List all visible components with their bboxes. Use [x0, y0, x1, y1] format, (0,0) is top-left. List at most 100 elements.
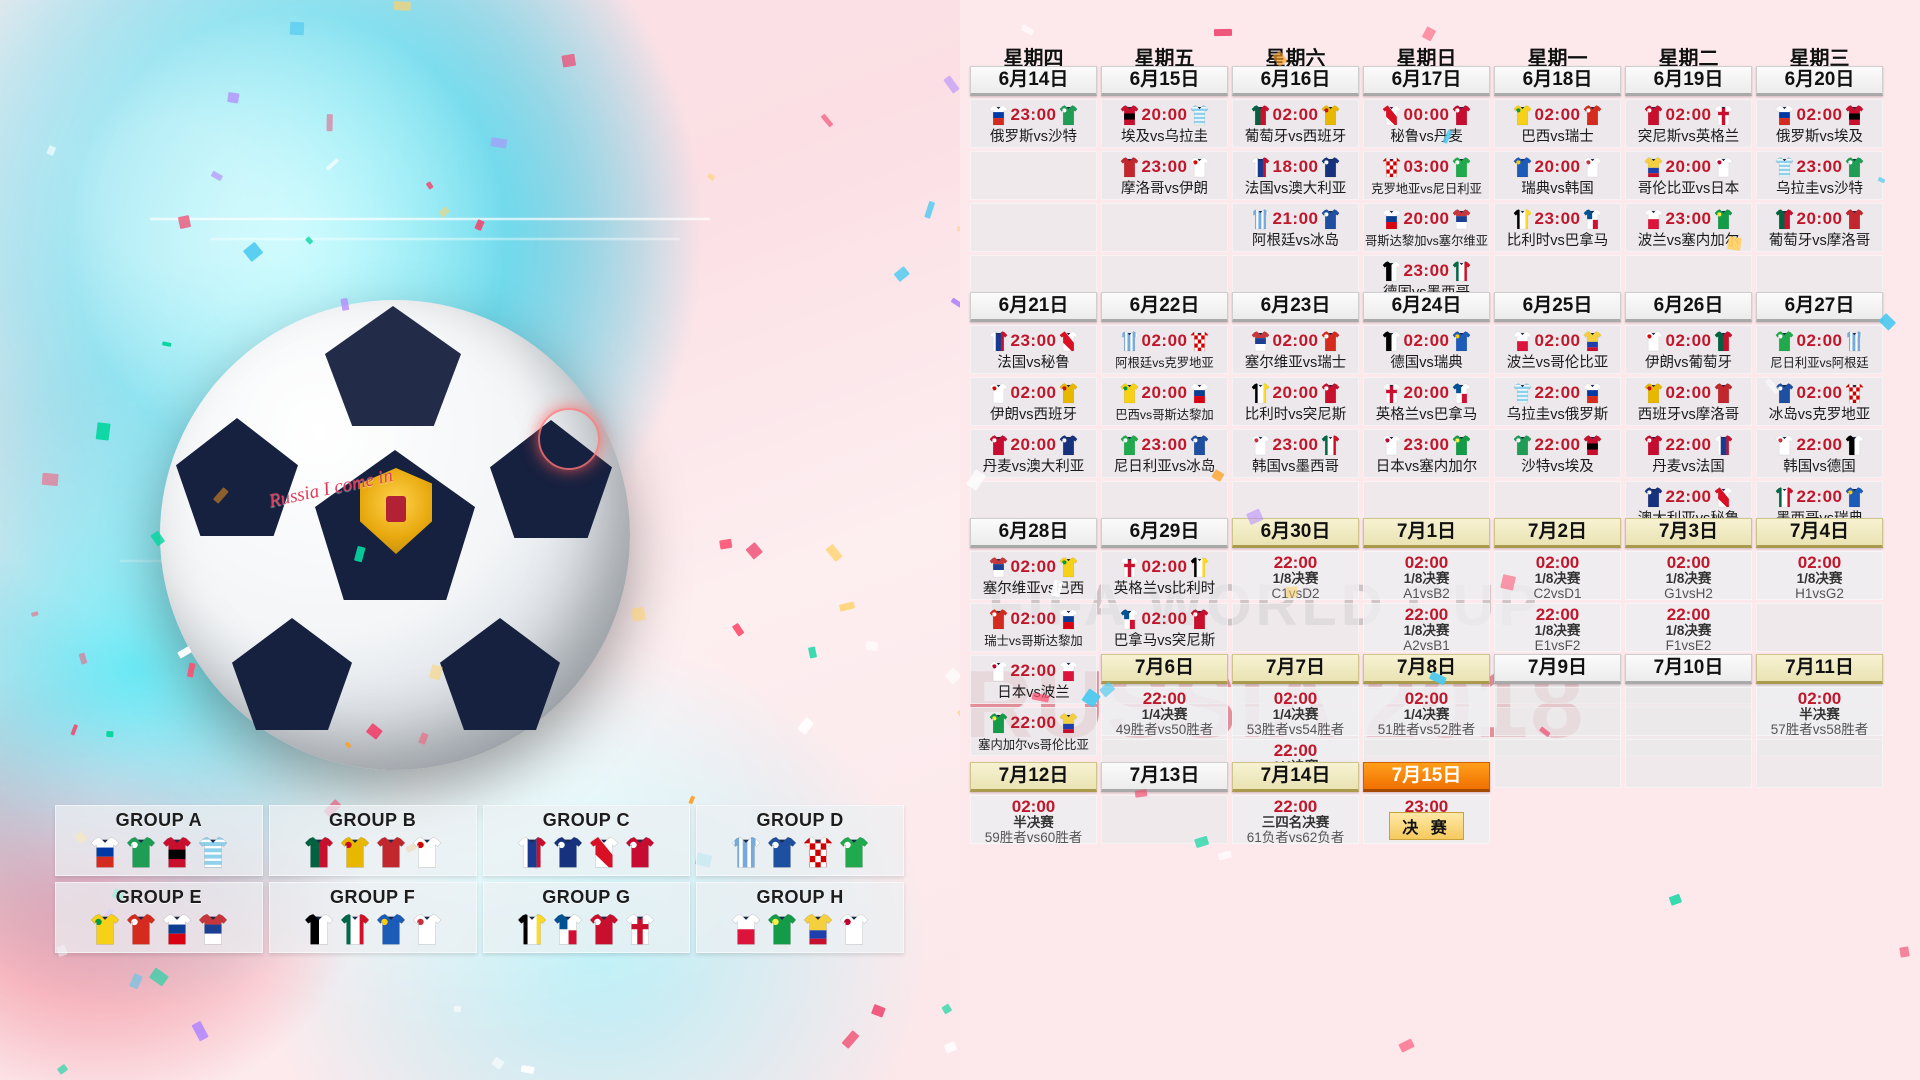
match-cell[interactable]: 22:00 沙特vs埃及: [1494, 429, 1621, 478]
date-tab[interactable]: 6月21日: [970, 292, 1097, 322]
match-cell[interactable]: 20:00 巴西vs哥斯达黎加: [1101, 377, 1228, 426]
match-cell[interactable]: 18:00 法国vs澳大利亚: [1232, 151, 1359, 200]
date-tab[interactable]: 7月3日: [1625, 518, 1752, 548]
match-cell[interactable]: 02:00 瑞士vs哥斯达黎加: [970, 603, 1097, 652]
knockout-match-cell[interactable]: 22:00 1/4决赛 49胜者vs50胜者: [1101, 687, 1228, 736]
date-tab[interactable]: 6月26日: [1625, 292, 1752, 322]
date-tab[interactable]: 7月12日: [970, 762, 1097, 792]
match-cell[interactable]: 23:00 俄罗斯vs沙特: [970, 99, 1097, 148]
match-cell[interactable]: 02:00 巴拿马vs突尼斯: [1101, 603, 1228, 652]
knockout-match-cell[interactable]: 22:00 1/8决赛 E1vsF2: [1494, 603, 1621, 652]
date-tab[interactable]: 6月28日: [970, 518, 1097, 548]
away-team-jersey-icon: [1845, 486, 1865, 508]
final-match-cell[interactable]: 23:00 决 赛: [1363, 795, 1490, 844]
knockout-match-cell[interactable]: 22:00 三四名决赛 61负者vs62负者: [1232, 795, 1359, 844]
match-cell[interactable]: 22:00 塞内加尔vs哥伦比亚: [970, 707, 1097, 756]
match-cell[interactable]: 23:00 比利时vs巴拿马: [1494, 203, 1621, 252]
date-tab[interactable]: 7月7日: [1232, 654, 1359, 684]
date-tab[interactable]: 6月24日: [1363, 292, 1490, 322]
knockout-match-cell[interactable]: 02:00 1/8决赛 G1vsH2: [1625, 551, 1752, 600]
date-tab[interactable]: 7月8日: [1363, 654, 1490, 684]
date-tab[interactable]: 7月2日: [1494, 518, 1621, 548]
match-cell[interactable]: 23:00 乌拉圭vs沙特: [1756, 151, 1883, 200]
group-box[interactable]: GROUP G: [482, 882, 691, 953]
match-cell[interactable]: 23:00 波兰vs塞内加尔: [1625, 203, 1752, 252]
match-cell[interactable]: 02:00 巴西vs瑞士: [1494, 99, 1621, 148]
match-header: 00:00: [1364, 100, 1489, 128]
match-cell[interactable]: 00:00 秘鲁vs丹麦: [1363, 99, 1490, 148]
match-cell[interactable]: 02:00 伊朗vs葡萄牙: [1625, 325, 1752, 374]
match-cell[interactable]: 02:00 德国vs瑞典: [1363, 325, 1490, 374]
date-tab[interactable]: 6月18日: [1494, 66, 1621, 96]
match-cell[interactable]: 20:00 哥斯达黎加vs塞尔维亚: [1363, 203, 1490, 252]
match-cell[interactable]: 23:00 韩国vs墨西哥: [1232, 429, 1359, 478]
group-box[interactable]: GROUP D: [696, 805, 904, 876]
match-cell[interactable]: 02:00 塞尔维亚vs瑞士: [1232, 325, 1359, 374]
match-cell[interactable]: 23:00 日本vs塞内加尔: [1363, 429, 1490, 478]
date-tab[interactable]: 7月14日: [1232, 762, 1359, 792]
match-cell[interactable]: 02:00 西班牙vs摩洛哥: [1625, 377, 1752, 426]
knockout-match-cell[interactable]: 02:00 1/8决赛 H1vsG2: [1756, 551, 1883, 600]
home-team-jersey-icon: [1381, 260, 1401, 282]
match-cell[interactable]: 20:00 瑞典vs韩国: [1494, 151, 1621, 200]
date-tab[interactable]: 7月10日: [1625, 654, 1752, 684]
date-tab[interactable]: 7月13日: [1101, 762, 1228, 792]
group-box[interactable]: GROUP C: [482, 805, 691, 876]
match-cell[interactable]: 23:00 摩洛哥vs伊朗: [1101, 151, 1228, 200]
match-cell[interactable]: 02:00 阿根廷vs克罗地亚: [1101, 325, 1228, 374]
match-cell[interactable]: 23:00 尼日利亚vs冰岛: [1101, 429, 1228, 478]
match-cell[interactable]: 02:00 葡萄牙vs西班牙: [1232, 99, 1359, 148]
date-tab[interactable]: 6月14日: [970, 66, 1097, 96]
match-cell[interactable]: 02:00 塞尔维亚vs巴西: [970, 551, 1097, 600]
date-tab[interactable]: 7月9日: [1494, 654, 1621, 684]
match-cell[interactable]: 02:00 俄罗斯vs埃及: [1756, 99, 1883, 148]
group-box[interactable]: GROUP A: [55, 805, 263, 876]
date-tab[interactable]: 6月22日: [1101, 292, 1228, 322]
knockout-match-cell[interactable]: 22:00 1/8决赛 F1vsE2: [1625, 603, 1752, 652]
match-cell[interactable]: 02:00 尼日利亚vs阿根廷: [1756, 325, 1883, 374]
date-tab[interactable]: 7月6日: [1101, 654, 1228, 684]
match-cell[interactable]: 21:00 阿根廷vs冰岛: [1232, 203, 1359, 252]
knockout-match-cell[interactable]: 02:00 1/8决赛 A1vsB2: [1363, 551, 1490, 600]
date-tab[interactable]: 6月25日: [1494, 292, 1621, 322]
date-tab[interactable]: 6月27日: [1756, 292, 1883, 322]
date-tab[interactable]: 7月11日: [1756, 654, 1883, 684]
match-cell[interactable]: 02:00 冰岛vs克罗地亚: [1756, 377, 1883, 426]
match-cell[interactable]: 20:00 哥伦比亚vs日本: [1625, 151, 1752, 200]
date-tab[interactable]: 6月19日: [1625, 66, 1752, 96]
group-box[interactable]: GROUP F: [268, 882, 477, 953]
knockout-match-cell[interactable]: 02:00 1/4决赛 53胜者vs54胜者: [1232, 687, 1359, 736]
match-cell[interactable]: 02:00 突尼斯vs英格兰: [1625, 99, 1752, 148]
date-tab[interactable]: 6月15日: [1101, 66, 1228, 96]
knockout-match-cell[interactable]: 22:00 1/8决赛 A2vsB1: [1363, 603, 1490, 652]
date-tab[interactable]: 7月15日: [1363, 762, 1490, 792]
date-tab[interactable]: 6月17日: [1363, 66, 1490, 96]
match-cell[interactable]: 22:00 乌拉圭vs俄罗斯: [1494, 377, 1621, 426]
match-cell[interactable]: 20:00 埃及vs乌拉圭: [1101, 99, 1228, 148]
date-tab[interactable]: 6月16日: [1232, 66, 1359, 96]
date-tab[interactable]: 6月20日: [1756, 66, 1883, 96]
match-cell[interactable]: 22:00 韩国vs德国: [1756, 429, 1883, 478]
knockout-match-cell[interactable]: 02:00 1/4决赛 51胜者vs52胜者: [1363, 687, 1490, 736]
date-tab[interactable]: 6月29日: [1101, 518, 1228, 548]
group-box[interactable]: GROUP B: [268, 805, 477, 876]
match-cell[interactable]: 20:00 英格兰vs巴拿马: [1363, 377, 1490, 426]
group-box[interactable]: GROUP E: [55, 882, 263, 953]
match-cell[interactable]: 02:00 英格兰vs比利时: [1101, 551, 1228, 600]
date-tab[interactable]: 7月1日: [1363, 518, 1490, 548]
match-cell[interactable]: 20:00 葡萄牙vs摩洛哥: [1756, 203, 1883, 252]
date-tab[interactable]: 6月23日: [1232, 292, 1359, 322]
group-box[interactable]: GROUP H: [696, 882, 904, 953]
match-cell[interactable]: 02:00 伊朗vs西班牙: [970, 377, 1097, 426]
match-cell[interactable]: 23:00 法国vs秘鲁: [970, 325, 1097, 374]
match-cell[interactable]: 02:00 波兰vs哥伦比亚: [1494, 325, 1621, 374]
match-cell[interactable]: 20:00 比利时vs突尼斯: [1232, 377, 1359, 426]
match-cell[interactable]: 20:00 丹麦vs澳大利亚: [970, 429, 1097, 478]
match-cell[interactable]: 03:00 克罗地亚vs尼日利亚: [1363, 151, 1490, 200]
match-cell[interactable]: 22:00 丹麦vs法国: [1625, 429, 1752, 478]
date-tab[interactable]: 7月4日: [1756, 518, 1883, 548]
knockout-match-cell[interactable]: 02:00 半决赛 59胜者vs60胜者: [970, 795, 1097, 844]
match-cell[interactable]: 22:00 日本vs波兰: [970, 655, 1097, 704]
knockout-match-cell[interactable]: 02:00 1/8决赛 C2vsD1: [1494, 551, 1621, 600]
knockout-match-cell[interactable]: 02:00 半决赛 57胜者vs58胜者: [1756, 687, 1883, 736]
